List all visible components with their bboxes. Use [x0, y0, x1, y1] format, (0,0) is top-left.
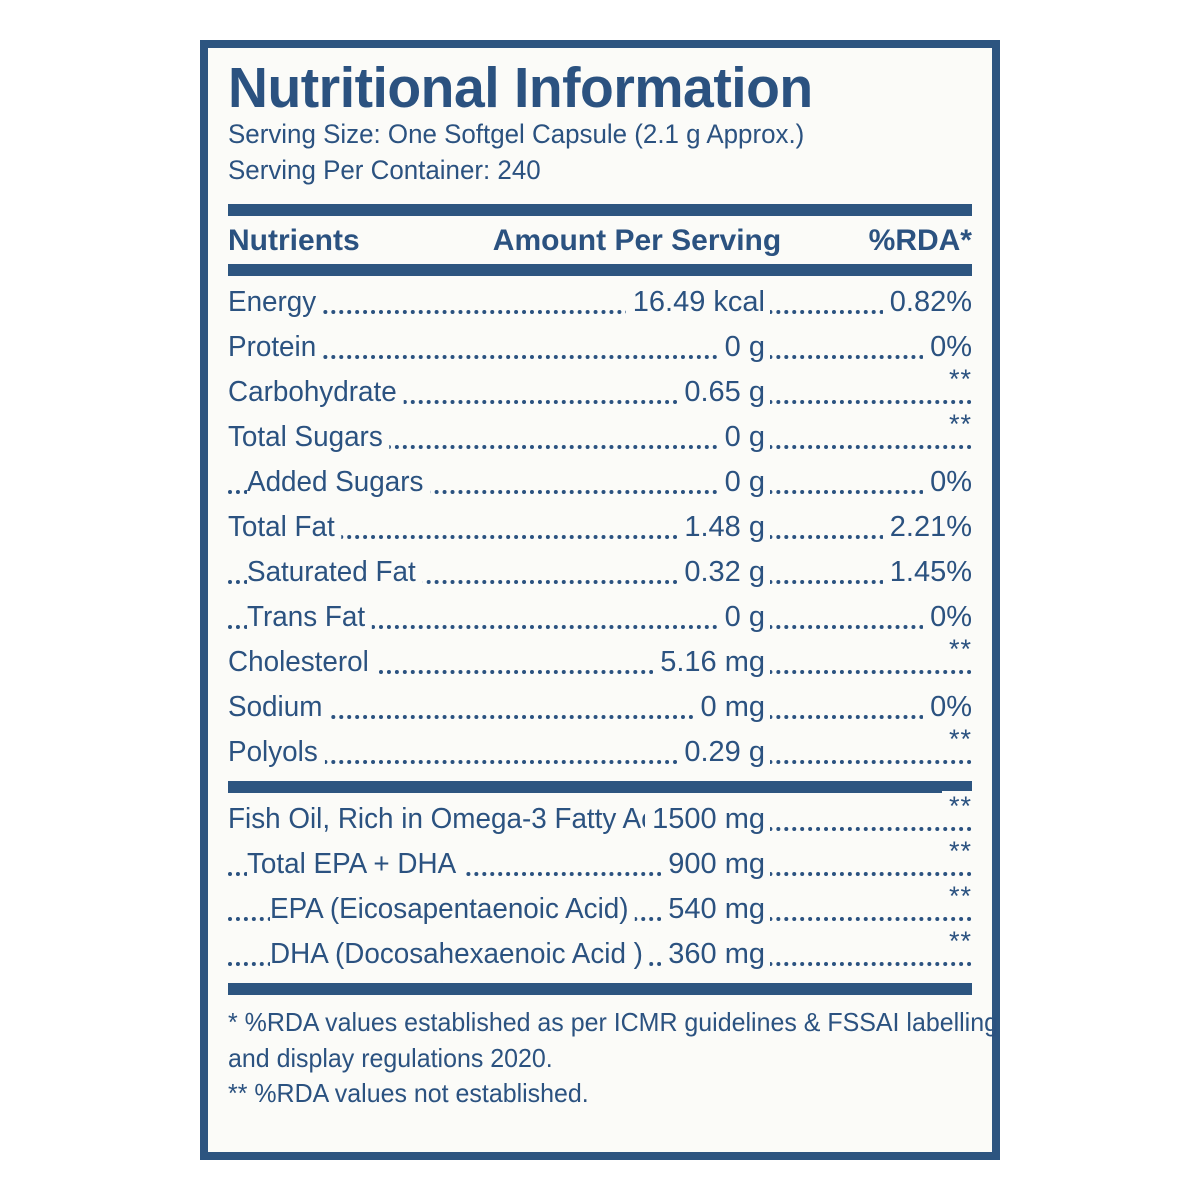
header-rule-bottom — [228, 264, 972, 277]
dotted-leader — [228, 535, 972, 540]
table-row: Protein 0 g 0% — [228, 325, 972, 370]
nutrient-label: EPA (Eicosapentaenoic Acid) — [270, 893, 636, 927]
dotted-leader — [228, 490, 972, 495]
nutrient-rda: 2.21% — [882, 511, 972, 545]
table-row: Sodium 0 mg 0% — [228, 685, 972, 730]
footnote-rda-line2: and display regulations 2020. — [228, 1042, 553, 1073]
nutrient-amount: 0.32 g — [677, 556, 770, 590]
serving-size-text: Serving Size: One Softgel Capsule (2.1 g… — [228, 119, 805, 149]
nutrient-label: DHA (Docosahexaenoic Acid ) — [270, 938, 650, 972]
footnote-stars: ** %RDA values not established. — [228, 1077, 589, 1108]
nutrient-rda: 0% — [923, 691, 972, 725]
nutrient-label: Total Sugars — [228, 421, 390, 455]
nutrient-rda: 0.82% — [882, 286, 972, 320]
dotted-leader — [228, 355, 972, 360]
nutrient-rda: ** — [941, 791, 972, 823]
table-row: Carbohydrate 0.65 g ** — [228, 364, 972, 415]
table-header-row: Nutrients Amount Per Serving %RDA* — [228, 216, 972, 264]
nutrient-amount: 1.48 g — [677, 511, 770, 545]
table-row: Total EPA + DHA 900 mg ** — [228, 836, 972, 887]
nutrient-label: Added Sugars — [247, 466, 431, 500]
dotted-leader — [228, 400, 972, 405]
table-row: EPA (Eicosapentaenoic Acid) 540 mg ** — [228, 881, 972, 932]
nutrient-amount: 0 mg — [693, 691, 770, 725]
dotted-leader — [228, 670, 972, 675]
nutrient-label: Polyols — [228, 736, 325, 770]
dotted-leader — [228, 310, 972, 315]
nutrient-rda: ** — [941, 881, 972, 913]
nutrient-rda: ** — [941, 409, 972, 441]
page-title: Nutritional Information — [228, 56, 813, 120]
nutrient-amount: 360 mg — [661, 938, 770, 972]
header-rule-top — [228, 204, 972, 217]
table-row: Energy 16.49 kcal 0.82% — [228, 280, 972, 325]
dotted-leader — [228, 625, 972, 630]
dotted-leader — [228, 715, 972, 720]
nutrient-label: Saturated Fat — [247, 556, 423, 590]
table-row: DHA (Docosahexaenoic Acid ) 360 mg ** — [228, 926, 972, 977]
nutrient-label: Protein — [228, 331, 323, 365]
table-row: Total Sugars 0 g ** — [228, 409, 972, 460]
nutrient-amount: 0.65 g — [677, 376, 770, 410]
nutrition-facts-panel: Nutritional Information Serving Size: On… — [200, 40, 1000, 1160]
dotted-leader — [228, 872, 972, 877]
nutrient-amount: 540 mg — [661, 893, 770, 927]
nutrient-amount: 900 mg — [661, 848, 770, 882]
dotted-leader — [228, 760, 972, 765]
table-row: Fish Oil, Rich in Omega-3 Fatty Acids 150… — [228, 791, 972, 842]
serving-per-container-text: Serving Per Container: 240 — [228, 154, 541, 185]
footnotes: * %RDA values established as per ICMR gu… — [228, 995, 998, 1111]
nutrient-rda: ** — [941, 926, 972, 958]
table-row: Cholesterol 5.16 mg ** — [228, 634, 972, 685]
nutrient-rda: ** — [941, 724, 972, 756]
nutrient-amount: 0 g — [717, 421, 770, 455]
nutrient-label: Fish Oil, Rich in Omega-3 Fatty Acids — [228, 803, 698, 837]
table-row: Total Fat 1.48 g 2.21% — [228, 505, 972, 550]
nutrient-rda: ** — [941, 836, 972, 868]
dotted-leader — [228, 445, 972, 450]
nutrient-rda: 0% — [923, 466, 972, 500]
nutrient-amount: 0.29 g — [677, 736, 770, 770]
nutrient-label: Total Fat — [228, 511, 342, 545]
nutrient-label: Trans Fat — [247, 601, 372, 635]
nutrient-amount: 0 g — [717, 601, 770, 635]
nutrient-label: Cholesterol — [228, 646, 376, 680]
nutrient-rda: ** — [941, 634, 972, 666]
nutrient-rda: 1.45% — [882, 556, 972, 590]
table-row: Trans Fat 0 g 0% — [228, 595, 972, 640]
footnote-rda-line1: * %RDA values established as per ICMR gu… — [228, 1007, 998, 1038]
table-row: Saturated Fat 0.32 g 1.45% — [228, 550, 972, 595]
nutrient-label: Sodium — [228, 691, 330, 725]
column-header-nutrients: Nutrients — [228, 224, 360, 258]
footnote-divider-rule — [228, 983, 972, 996]
nutrient-label: Carbohydrate — [228, 376, 404, 410]
nutrient-amount: 0 g — [717, 331, 770, 365]
nutrient-rda: ** — [941, 364, 972, 396]
dotted-leader — [228, 580, 972, 585]
nutrient-rda: 0% — [923, 601, 972, 635]
omega-rows: Fish Oil, Rich in Omega-3 Fatty Acids 150… — [228, 791, 972, 977]
table-row: Added Sugars 0 g 0% — [228, 460, 972, 505]
nutrient-rda: 0% — [923, 331, 972, 365]
column-header-rda: %RDA* — [868, 224, 972, 258]
nutrient-amount: 16.49 kcal — [625, 286, 770, 320]
nutrient-amount: 1500 mg — [645, 803, 770, 837]
nutrient-label: Total EPA + DHA — [247, 848, 463, 882]
table-row: Polyols 0.29 g ** — [228, 724, 972, 775]
nutrient-label: Energy — [228, 286, 323, 320]
column-header-amount: Amount Per Serving — [492, 224, 782, 258]
nutrient-amount: 5.16 mg — [653, 646, 770, 680]
section-divider-rule — [228, 781, 972, 794]
nutrient-amount: 0 g — [717, 466, 770, 500]
nutrient-rows: Energy 16.49 kcal 0.82% Protein 0 g 0% Carbohy… — [228, 276, 972, 775]
